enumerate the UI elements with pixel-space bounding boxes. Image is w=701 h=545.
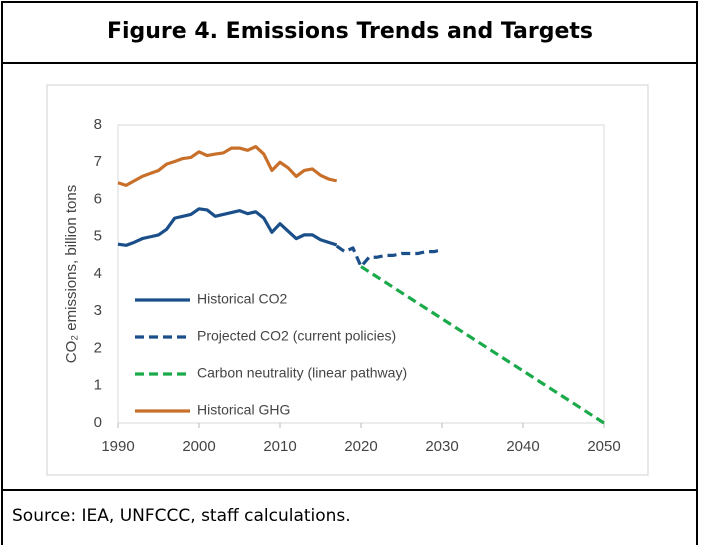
series-line [335,244,443,269]
y-tick-label: 7 [94,153,102,170]
y-tick-label: 4 [94,265,102,282]
y-tick-label: 8 [94,116,102,133]
x-tick-label: 2050 [587,438,620,455]
y-tick-label: 5 [94,228,102,245]
x-tick-label: 2040 [506,438,539,455]
x-tick-label: 2000 [182,438,215,455]
legend-label: Carbon neutrality (linear pathway) [197,365,407,381]
y-axis-label: CO₂ emissions, billion tons [63,185,80,363]
chart-frame [46,84,649,476]
series-line [360,265,605,425]
legend-label: Historical GHG [197,402,290,418]
series-line [117,145,338,187]
y-tick-label: 2 [94,339,102,356]
legend-label: Projected CO2 (current policies) [197,328,396,344]
chart-title: Figure 4. Emissions Trends and Targets [107,19,593,44]
legend-label: Historical CO2 [197,291,287,307]
x-tick-label: 1990 [101,438,134,455]
x-tick-label: 2030 [425,438,458,455]
y-tick-label: 1 [94,377,102,394]
source: Source: IEA, UNFCCC, staff calculations. [12,506,351,526]
y-tick-label: 6 [94,190,102,207]
series-line [117,207,338,247]
x-tick-label: 2010 [263,438,296,455]
y-tick-label: 0 [94,414,102,431]
x-tick-label: 2020 [344,438,377,455]
y-tick-label: 3 [94,302,102,319]
